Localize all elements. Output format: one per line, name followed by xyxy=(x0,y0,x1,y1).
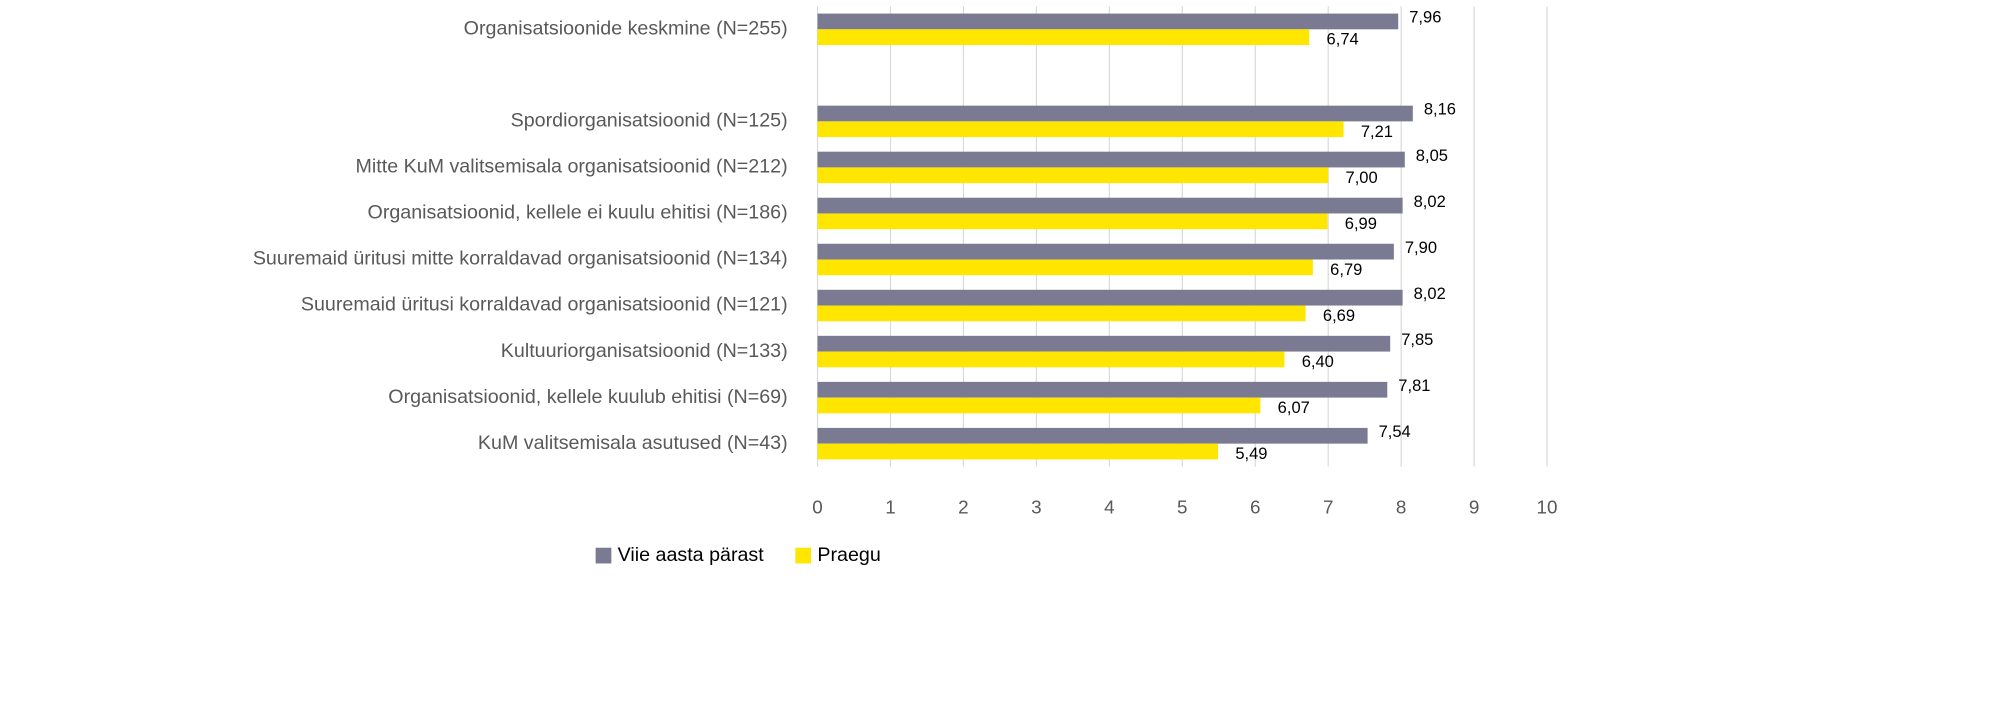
x-tick-label: 1 xyxy=(885,497,896,518)
category-label: Organisatsioonide keskmine (N=255) xyxy=(464,18,788,40)
bar xyxy=(817,13,1399,30)
value-label: 8,05 xyxy=(1416,146,1448,165)
category-label: Suuremaid üritusi korraldavad organisats… xyxy=(301,294,788,316)
value-label: 7,96 xyxy=(1409,8,1441,27)
bar xyxy=(817,427,1368,444)
bar xyxy=(817,305,1306,322)
bar xyxy=(817,151,1405,168)
value-label: 8,02 xyxy=(1414,284,1446,303)
category-label: Mitte KuM valitsemisala organisatsioonid… xyxy=(356,156,788,178)
x-tick-label: 0 xyxy=(812,497,823,518)
bar xyxy=(817,121,1344,138)
bar xyxy=(817,335,1391,352)
bar xyxy=(817,289,1403,306)
x-tick-label: 8 xyxy=(1396,497,1407,518)
x-tick-label: 6 xyxy=(1250,497,1261,518)
x-tick-label: 5 xyxy=(1177,497,1188,518)
legend-swatch xyxy=(795,547,812,564)
value-label: 7,90 xyxy=(1405,238,1437,257)
x-tick-label: 4 xyxy=(1104,497,1115,518)
category-label: Organisatsioonid, kellele ei kuulu ehiti… xyxy=(368,202,788,224)
category-label: Organisatsioonid, kellele kuulub ehitisi… xyxy=(388,386,787,408)
value-label: 7,00 xyxy=(1346,168,1378,187)
bar xyxy=(817,197,1403,214)
bar xyxy=(817,381,1388,398)
bar xyxy=(817,259,1313,276)
bar xyxy=(817,213,1328,230)
bar xyxy=(817,443,1219,460)
legend-swatch xyxy=(595,547,612,564)
value-label: 6,07 xyxy=(1278,398,1310,417)
value-label: 6,99 xyxy=(1345,214,1377,233)
x-tick-label: 3 xyxy=(1031,497,1042,518)
value-label: 7,81 xyxy=(1398,376,1430,395)
value-label: 8,16 xyxy=(1424,100,1456,119)
value-label: 6,79 xyxy=(1330,260,1362,279)
legend-label: Praegu xyxy=(817,544,880,566)
category-label: Suuremaid üritusi mitte korraldavad orga… xyxy=(253,248,788,270)
bar xyxy=(817,397,1261,414)
value-label: 7,21 xyxy=(1361,122,1393,141)
value-label: 6,74 xyxy=(1327,30,1359,49)
bar xyxy=(817,29,1310,46)
value-label: 6,69 xyxy=(1323,306,1355,325)
x-tick-label: 2 xyxy=(958,497,969,518)
x-tick-label: 9 xyxy=(1469,497,1480,518)
legend-label: Viie aasta pärast xyxy=(618,544,765,566)
value-label: 7,85 xyxy=(1401,330,1433,349)
value-label: 5,49 xyxy=(1235,444,1267,463)
value-label: 7,54 xyxy=(1379,422,1411,441)
bar xyxy=(817,167,1329,184)
category-label: Kultuuriorganisatsioonid (N=133) xyxy=(501,340,788,362)
bar xyxy=(817,351,1285,368)
x-tick-label: 7 xyxy=(1323,497,1334,518)
bar xyxy=(817,243,1394,260)
x-tick-label: 10 xyxy=(1537,497,1558,518)
category-label: KuM valitsemisala asutused (N=43) xyxy=(478,432,788,454)
bar xyxy=(817,105,1413,122)
category-label: Spordiorganisatsioonid (N=125) xyxy=(511,110,788,132)
value-label: 8,02 xyxy=(1414,192,1446,211)
value-label: 6,40 xyxy=(1302,352,1334,371)
